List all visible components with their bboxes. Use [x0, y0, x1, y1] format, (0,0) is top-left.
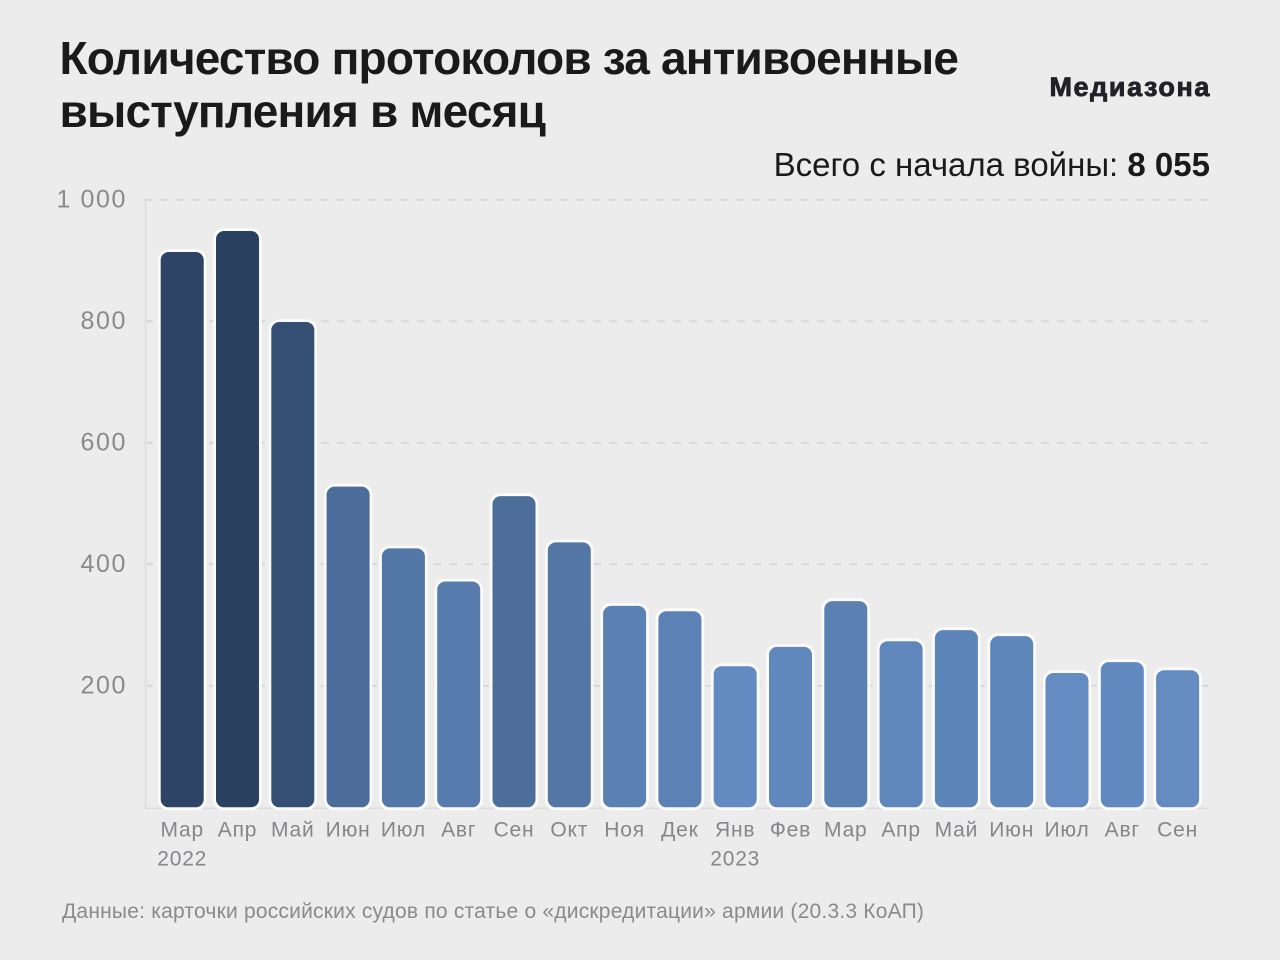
svg-text:Авг: Авг	[441, 818, 476, 841]
svg-text:2022: 2022	[157, 848, 207, 871]
svg-text:Янв: Янв	[715, 818, 755, 841]
svg-text:Сен: Сен	[1157, 818, 1198, 841]
svg-text:200: 200	[80, 671, 127, 699]
svg-text:Дек: Дек	[661, 818, 699, 841]
svg-text:Авг: Авг	[1105, 818, 1140, 841]
svg-text:Фев: Фев	[770, 818, 811, 841]
svg-text:800: 800	[80, 307, 127, 335]
svg-text:Ноя: Ноя	[604, 818, 645, 841]
svg-text:Окт: Окт	[550, 818, 588, 841]
svg-text:Июн: Июн	[989, 818, 1034, 841]
svg-text:1 000: 1 000	[56, 185, 127, 213]
svg-text:600: 600	[80, 428, 127, 456]
svg-text:Май: Май	[935, 818, 979, 841]
svg-text:Июл: Июл	[381, 818, 426, 841]
svg-text:2023: 2023	[710, 848, 760, 871]
svg-text:Май: Май	[271, 818, 315, 841]
svg-text:Июл: Июл	[1044, 818, 1089, 841]
svg-text:400: 400	[80, 550, 127, 578]
svg-text:Мар: Мар	[160, 818, 204, 841]
svg-text:Июн: Июн	[326, 818, 371, 841]
svg-text:Мар: Мар	[824, 818, 868, 841]
svg-text:Апр: Апр	[881, 818, 920, 841]
svg-text:Сен: Сен	[494, 818, 535, 841]
svg-text:Апр: Апр	[218, 818, 257, 841]
